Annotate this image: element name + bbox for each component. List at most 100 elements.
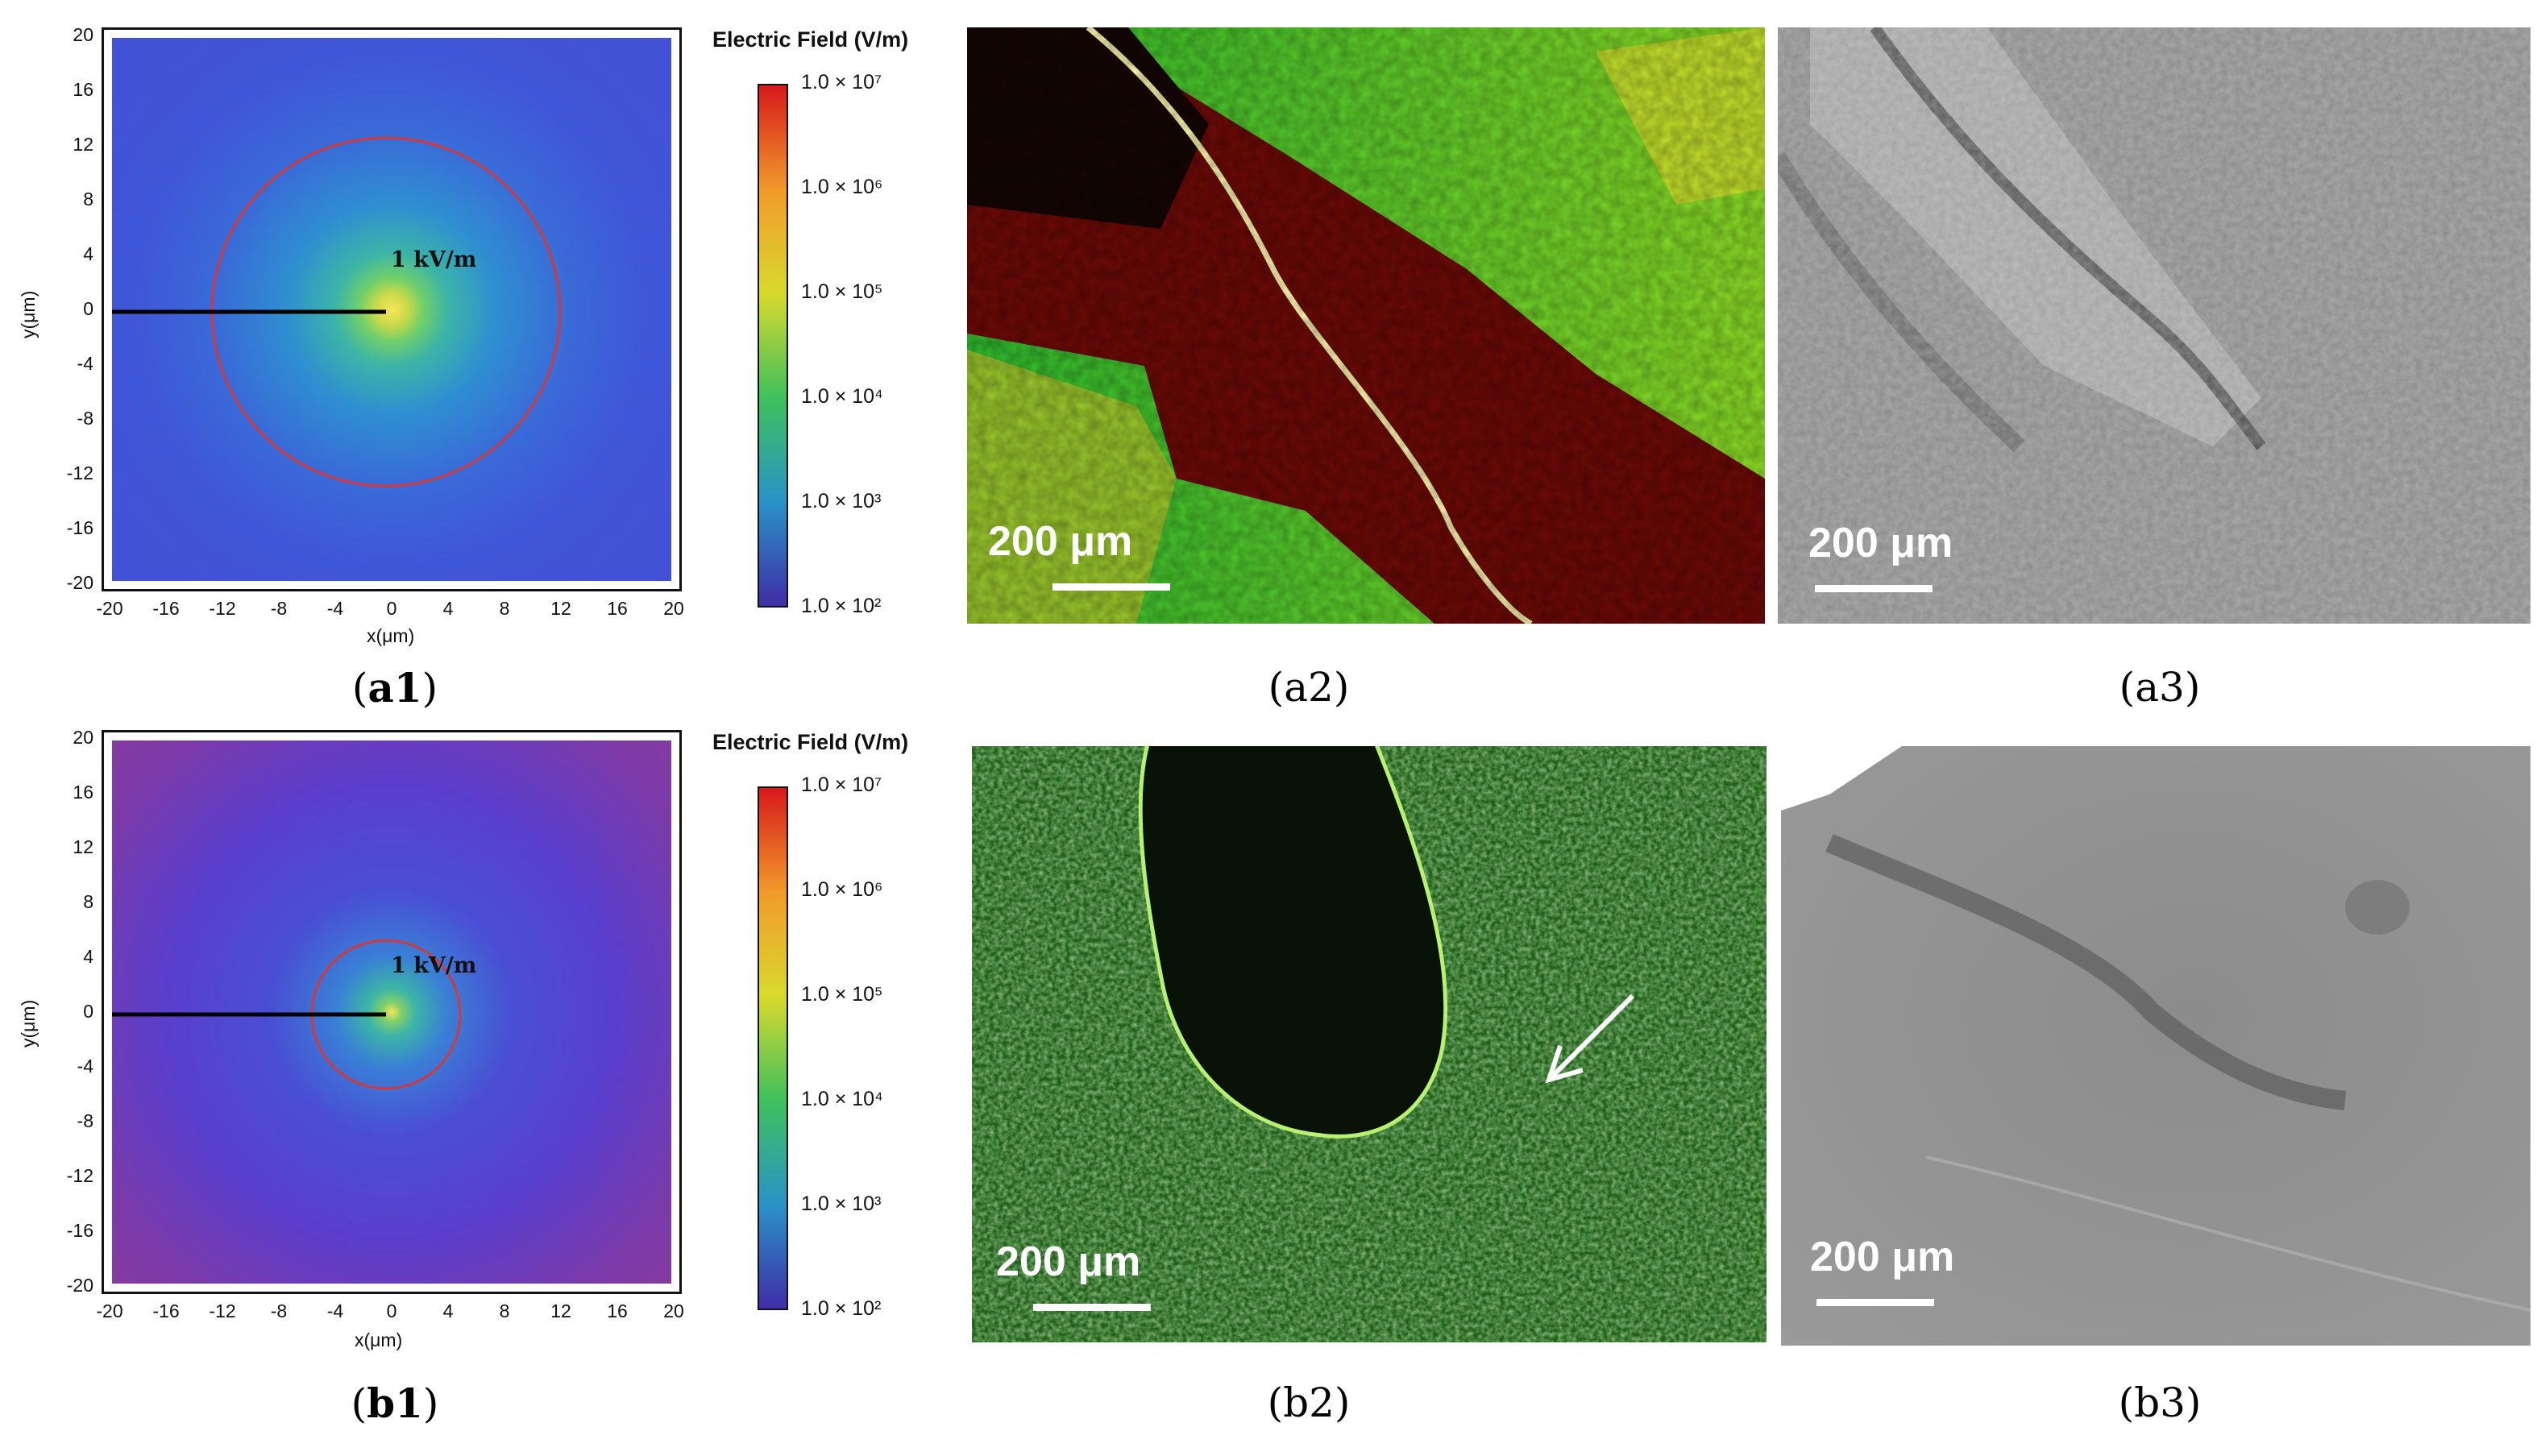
grey-image-b3 xyxy=(1781,746,2530,1346)
sem-image-a3 xyxy=(1778,27,2530,624)
colorbar-tick-label: 1.0 × 10³ xyxy=(801,1193,882,1215)
scalebar-label-b2: 200 μm xyxy=(996,1238,1141,1285)
panel-a1: 1 kV/m y(μm) x(μm) 20 16 12 8 4 0 -4 -8 -12 -16 -2… xyxy=(0,0,701,646)
x-tick-label: 8 xyxy=(499,598,510,619)
x-tick-label: 12 xyxy=(550,1300,571,1321)
colorbar-tick-label: 1.0 × 10⁷ xyxy=(801,774,882,796)
colorbar-tick-label: 1.0 × 10² xyxy=(801,1297,882,1320)
x-tick-label: -4 xyxy=(326,1300,344,1321)
plot-frame-b1: 1 kV/m xyxy=(102,730,682,1294)
colorbar-tick-label: 1.0 × 10⁷ xyxy=(801,71,882,93)
y-tick-label: -20 xyxy=(66,572,93,593)
scalebar-label-b3: 200 μm xyxy=(1810,1234,1955,1280)
caption-b2: (b2) xyxy=(1267,1379,1351,1426)
colorbar-title: Electric Field (V/m) xyxy=(712,27,909,52)
colorbar-tick-label: 1.0 × 10⁵ xyxy=(801,280,883,303)
fluorescence-image-a2 xyxy=(967,27,1765,624)
colorbar-tick-label: 1.0 × 10⁴ xyxy=(801,1088,883,1110)
y-tick-label: -4 xyxy=(77,1056,93,1076)
colorbar-tick-label: 1.0 × 10⁵ xyxy=(801,983,883,1006)
plot-frame-a1: 1 kV/m xyxy=(102,27,682,591)
x-tick-label: -8 xyxy=(270,598,288,619)
y-tick-label: 12 xyxy=(73,836,93,857)
y-axis-label: y(μm) xyxy=(18,290,39,338)
y-tick-label: -20 xyxy=(66,1275,93,1296)
x-tick-label: 0 xyxy=(386,1300,397,1321)
y-tick-label: -8 xyxy=(77,408,93,429)
y-tick-label: -8 xyxy=(77,1110,93,1131)
y-tick-label: 4 xyxy=(83,243,93,264)
y-tick-label: -4 xyxy=(77,353,93,374)
y-tick-label: 16 xyxy=(73,79,93,100)
x-axis-label: x(μm) xyxy=(367,625,415,646)
x-tick-label: 20 xyxy=(663,598,684,619)
x-tick-label: -20 xyxy=(96,1300,123,1321)
colorbar-tick-label: 1.0 × 10³ xyxy=(801,490,882,512)
colorbar-gradient xyxy=(758,786,788,1310)
x-tick-label: 20 xyxy=(663,1300,684,1321)
x-tick-label: 16 xyxy=(607,598,628,619)
image-b2: 200 μm xyxy=(972,746,1767,1342)
y-tick-label: 4 xyxy=(83,946,93,967)
y-tick-label: 0 xyxy=(83,298,93,319)
arrow-shaft xyxy=(1550,993,1635,1079)
x-tick-label: 12 xyxy=(550,598,571,619)
x-axis-label: x(μm) xyxy=(355,1329,403,1350)
x-tick-label: 16 xyxy=(607,1300,628,1321)
y-tick-label: 12 xyxy=(73,134,93,155)
colorbar-a: Electric Field (V/m) 1.0 × 10⁷ 1.0 × 10⁶ 1… xyxy=(701,0,967,645)
overlay-a1 xyxy=(112,136,562,487)
y-tick-label: 20 xyxy=(73,727,93,748)
scalebar-label-a3: 200 μm xyxy=(1808,520,1953,566)
image-a3: 200 μm xyxy=(1778,27,2530,624)
colorbar-gradient xyxy=(758,84,788,608)
colorbar-tick-label: 1.0 × 10⁶ xyxy=(801,878,883,901)
x-tick-label: 8 xyxy=(499,1300,510,1321)
scalebar-b3 xyxy=(1816,1299,1934,1306)
x-tick-label: 0 xyxy=(386,598,397,619)
scalebar-a2 xyxy=(1052,583,1170,591)
y-tick-label: 0 xyxy=(83,1001,93,1022)
heatmap-a1 xyxy=(112,38,671,581)
caption-a1: (a1) xyxy=(351,664,438,711)
fluorescence-image-b2 xyxy=(972,746,1767,1342)
colorbar-tick-label: 1.0 × 10² xyxy=(801,595,882,617)
colorbar-tick-label: 1.0 × 10⁶ xyxy=(801,176,883,198)
x-tick-label: 4 xyxy=(442,1300,454,1321)
panel-b1: 1 kV/m y(μm) x(μm) 20 16 12 8 4 0 -4 -8 -12 -16 -2… xyxy=(0,709,701,1354)
caption-b3: (b3) xyxy=(2118,1379,2202,1426)
y-axis-label: y(μm) xyxy=(18,999,39,1047)
scalebar-label-a2: 200 μm xyxy=(988,518,1133,565)
colorbar-title: Electric Field (V/m) xyxy=(712,730,909,754)
x-tick-label: -12 xyxy=(209,1300,236,1321)
heatmap-b1 xyxy=(112,740,671,1284)
x-tick-label: 4 xyxy=(442,598,454,619)
caption-a3: (a3) xyxy=(2119,664,2201,711)
x-tick-label: -16 xyxy=(152,598,180,619)
y-tick-label: 20 xyxy=(73,24,93,45)
scalebar-b2 xyxy=(1033,1304,1151,1311)
x-tick-label: -20 xyxy=(96,598,123,619)
image-a2: 200 μm xyxy=(967,27,1765,624)
overlay-b1 xyxy=(112,939,462,1090)
colorbar-b: Electric Field (V/m) 1.0 × 10⁷ 1.0 × 10⁶ 1… xyxy=(701,709,967,1354)
scalebar-a3 xyxy=(1815,585,1933,592)
y-tick-label: -16 xyxy=(66,1220,93,1241)
y-tick-label: 8 xyxy=(83,891,93,912)
caption-a2: (a2) xyxy=(1268,664,1350,711)
y-tick-label: 16 xyxy=(73,782,93,803)
field-annotation: 1 kV/m xyxy=(391,247,477,272)
y-tick-label: -16 xyxy=(66,517,93,538)
caption-b1: (b1) xyxy=(351,1379,439,1427)
x-tick-label: -12 xyxy=(209,598,236,619)
x-tick-label: -4 xyxy=(326,598,344,619)
image-b3: 200 μm xyxy=(1781,746,2530,1346)
y-tick-label: -12 xyxy=(66,463,93,483)
x-tick-label: -16 xyxy=(152,1300,180,1321)
y-tick-label: -12 xyxy=(66,1165,93,1186)
field-annotation: 1 kV/m xyxy=(391,953,477,978)
arrow-head-icon xyxy=(1545,1045,1584,1084)
x-tick-label: -8 xyxy=(270,1300,288,1321)
y-tick-label: 8 xyxy=(83,189,93,209)
colorbar-tick-label: 1.0 × 10⁴ xyxy=(801,385,883,408)
